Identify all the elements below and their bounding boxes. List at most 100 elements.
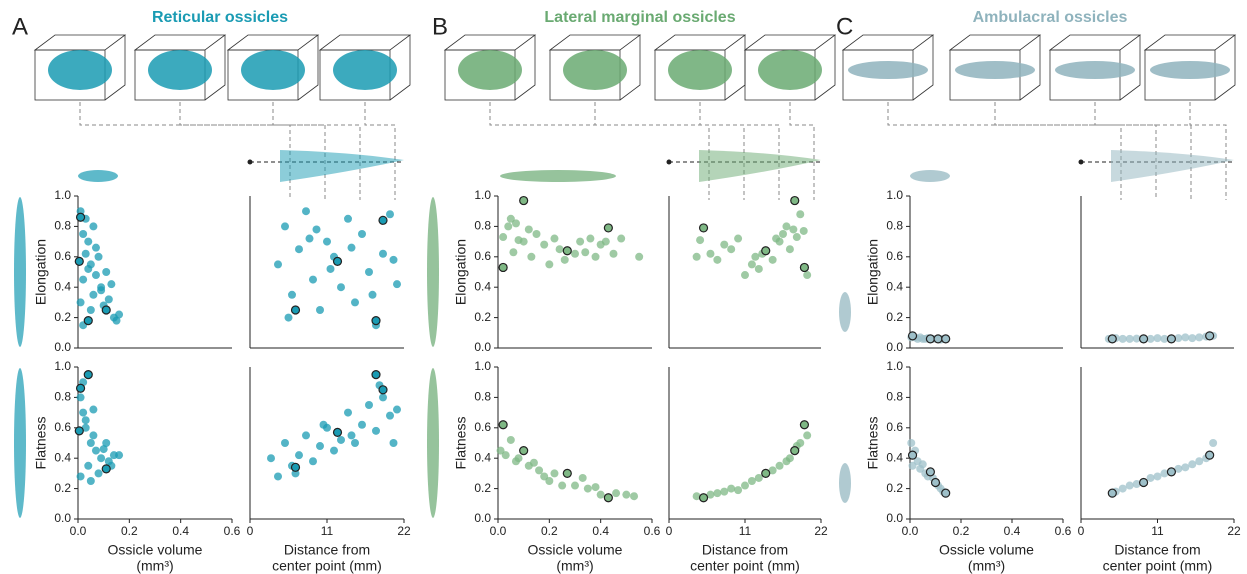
highlight-point xyxy=(290,462,301,472)
point xyxy=(91,243,100,252)
x-tick-label: 22 xyxy=(814,524,828,538)
point xyxy=(305,234,314,243)
strip-shape xyxy=(1111,150,1234,182)
ossicle-shape xyxy=(668,50,732,90)
render-box xyxy=(841,34,935,51)
point xyxy=(1174,464,1183,473)
highlight-point xyxy=(1138,477,1149,488)
point xyxy=(785,245,794,254)
point xyxy=(97,454,106,463)
point xyxy=(107,280,116,289)
point xyxy=(76,472,85,481)
point xyxy=(379,393,387,402)
point xyxy=(706,490,715,499)
highlight-point xyxy=(925,334,936,344)
x-tick-label: 0 xyxy=(1078,524,1085,538)
point xyxy=(344,408,352,417)
ossicle-shape xyxy=(955,61,1035,79)
point xyxy=(727,484,736,493)
point xyxy=(1146,334,1155,343)
y-tick-label: 0.2 xyxy=(886,481,903,495)
x-tick-label: 11 xyxy=(321,524,334,538)
render-box xyxy=(814,35,836,101)
point xyxy=(751,252,760,261)
highlight-point xyxy=(790,195,800,206)
point xyxy=(1153,472,1162,481)
point xyxy=(1132,480,1141,489)
y-tick-label: 0.0 xyxy=(886,511,903,525)
point xyxy=(908,461,917,470)
y-tick-label: 1.0 xyxy=(54,188,71,202)
highlight-point xyxy=(1107,334,1117,344)
ossicle-render xyxy=(443,34,537,101)
y-tick-label: 0.0 xyxy=(474,511,491,525)
highlight-point xyxy=(907,331,918,341)
point xyxy=(337,435,345,444)
highlight-point xyxy=(907,450,918,460)
violin-left xyxy=(14,197,26,347)
highlight-point xyxy=(698,493,709,503)
point xyxy=(545,260,554,269)
x-axis-label: center point (mm) xyxy=(690,558,800,574)
y-tick-label: 0.0 xyxy=(54,340,71,354)
x-axis-label: (mm³) xyxy=(968,558,1005,574)
highlight-point xyxy=(933,334,943,344)
ossicle-render xyxy=(948,34,1042,101)
y-tick-label: 0.8 xyxy=(474,219,491,233)
point xyxy=(540,472,549,481)
render-box xyxy=(104,35,126,101)
point xyxy=(393,280,401,289)
point xyxy=(524,225,533,234)
ossicle-shape xyxy=(1150,61,1230,79)
highlight-point xyxy=(378,385,388,395)
point xyxy=(558,481,567,490)
highlight-point xyxy=(941,488,951,498)
point xyxy=(560,255,569,264)
ossicle-render xyxy=(133,34,227,101)
connector xyxy=(79,102,291,200)
highlight-point xyxy=(562,468,572,478)
y-axis-label: Flatness xyxy=(33,417,49,470)
point xyxy=(550,234,559,243)
point xyxy=(720,487,729,496)
x-axis-label: (mm³) xyxy=(136,558,173,574)
point xyxy=(571,481,579,490)
point xyxy=(386,210,394,219)
point xyxy=(1146,473,1155,482)
point xyxy=(316,306,324,314)
y-tick-label: 1.0 xyxy=(886,359,903,373)
render-box xyxy=(226,34,320,51)
violin-left xyxy=(427,197,439,347)
highlight-point xyxy=(790,446,800,456)
point xyxy=(713,255,722,264)
point xyxy=(792,233,801,242)
strip-shape xyxy=(280,150,404,182)
point xyxy=(393,405,401,414)
point xyxy=(506,214,515,223)
point xyxy=(527,252,536,261)
highlight-point xyxy=(925,467,936,477)
highlight-point xyxy=(698,223,709,233)
point xyxy=(803,431,812,440)
point xyxy=(76,298,85,307)
highlight-point xyxy=(1138,334,1149,344)
render-box xyxy=(948,34,1042,51)
ossicle-shape xyxy=(563,50,627,90)
point xyxy=(368,290,377,299)
y-tick-label: 0.6 xyxy=(474,249,491,263)
point xyxy=(734,234,743,243)
point xyxy=(330,446,338,455)
point xyxy=(692,252,701,261)
y-tick-label: 0.6 xyxy=(54,420,71,434)
violin-left xyxy=(839,292,851,332)
point xyxy=(741,271,749,280)
highlight-point xyxy=(75,212,86,222)
y-tick-label: 0.0 xyxy=(886,340,903,354)
x-axis-label: Distance from xyxy=(1114,542,1200,558)
point xyxy=(372,426,380,435)
point xyxy=(583,484,592,493)
highlight-point xyxy=(332,427,343,437)
y-axis-label: Flatness xyxy=(453,417,469,470)
point xyxy=(94,469,103,478)
highlight-point xyxy=(332,256,343,266)
